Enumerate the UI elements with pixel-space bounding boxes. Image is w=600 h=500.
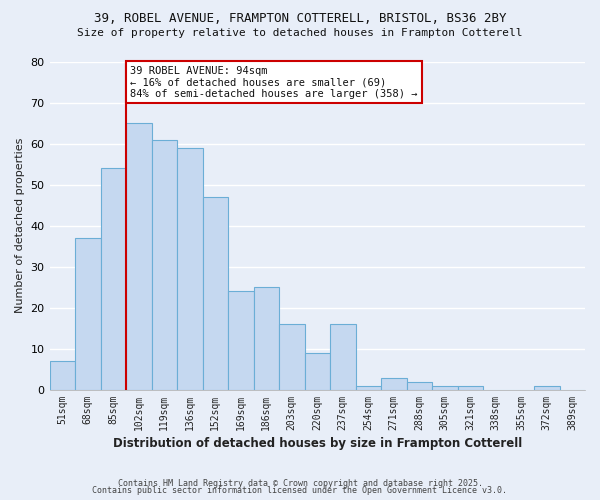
Bar — [534, 386, 560, 390]
Bar — [279, 324, 305, 390]
Text: Contains public sector information licensed under the Open Government Licence v3: Contains public sector information licen… — [92, 486, 508, 495]
Bar — [458, 386, 483, 390]
Bar — [381, 378, 407, 390]
Text: 39, ROBEL AVENUE, FRAMPTON COTTERELL, BRISTOL, BS36 2BY: 39, ROBEL AVENUE, FRAMPTON COTTERELL, BR… — [94, 12, 506, 26]
Bar — [101, 168, 126, 390]
Bar — [75, 238, 101, 390]
Text: Size of property relative to detached houses in Frampton Cotterell: Size of property relative to detached ho… — [77, 28, 523, 38]
Bar — [432, 386, 458, 390]
Bar — [152, 140, 177, 390]
Bar — [50, 361, 75, 390]
Bar — [254, 288, 279, 390]
Bar — [330, 324, 356, 390]
Y-axis label: Number of detached properties: Number of detached properties — [15, 138, 25, 314]
Bar — [305, 353, 330, 390]
Bar — [177, 148, 203, 390]
Bar — [228, 292, 254, 390]
Text: 39 ROBEL AVENUE: 94sqm
← 16% of detached houses are smaller (69)
84% of semi-det: 39 ROBEL AVENUE: 94sqm ← 16% of detached… — [130, 66, 418, 99]
X-axis label: Distribution of detached houses by size in Frampton Cotterell: Distribution of detached houses by size … — [113, 437, 522, 450]
Bar — [126, 123, 152, 390]
Bar — [407, 382, 432, 390]
Text: Contains HM Land Registry data © Crown copyright and database right 2025.: Contains HM Land Registry data © Crown c… — [118, 478, 482, 488]
Bar — [203, 197, 228, 390]
Bar — [356, 386, 381, 390]
